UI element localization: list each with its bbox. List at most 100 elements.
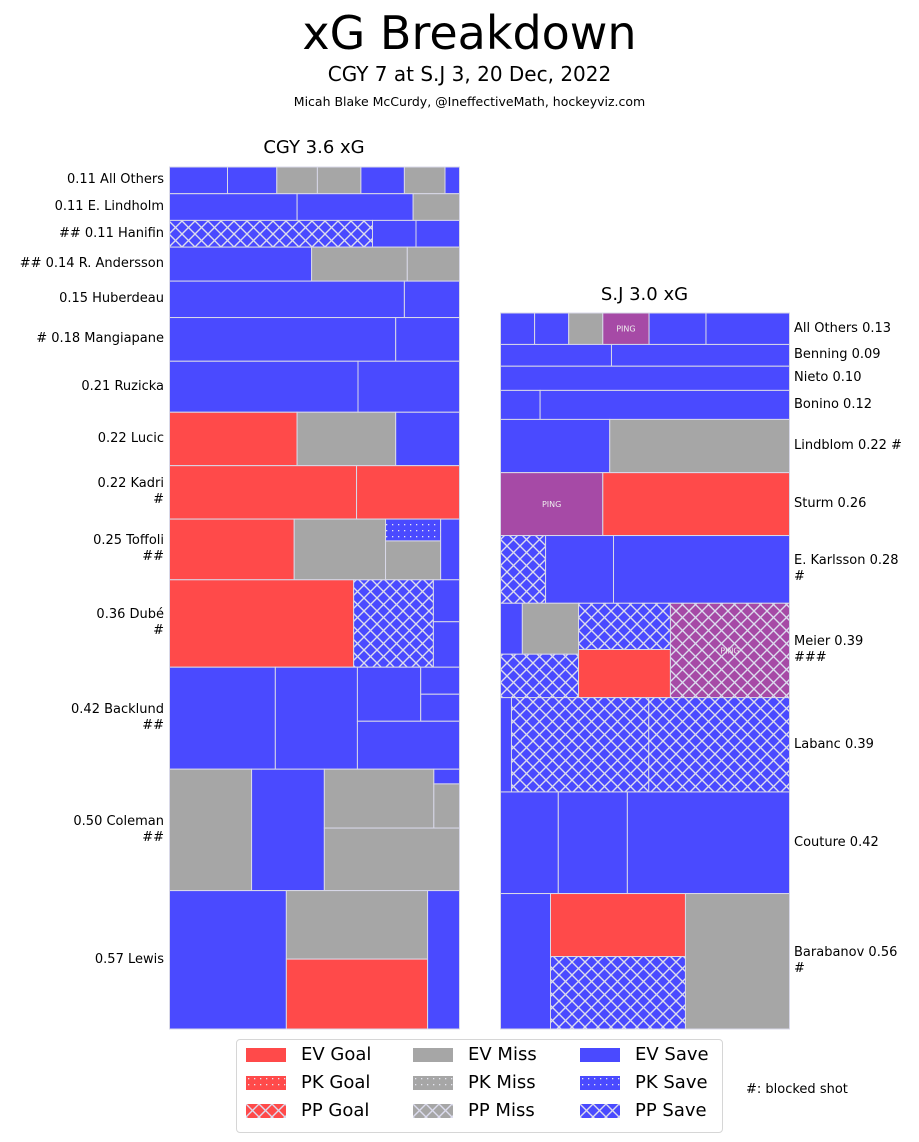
shot-tile-save-cross-labanc xyxy=(648,697,791,793)
legend-label: PP Miss xyxy=(468,1100,535,1121)
player-row-lewis xyxy=(169,890,461,1030)
legend-label: PK Goal xyxy=(301,1072,371,1093)
player-label-barabanov: Barabanov 0.56 # xyxy=(794,945,919,977)
player-label-line: 0.11 All Others xyxy=(66,172,164,188)
player-label-line: Barabanov 0.56 xyxy=(794,945,898,961)
shot-tile-save-solid-backlund xyxy=(420,693,460,722)
player-label-line: Nieto 0.10 xyxy=(794,370,862,386)
player-label-line: Meier 0.39 xyxy=(794,634,864,650)
player-label-labanc: Labanc 0.39 xyxy=(794,737,919,753)
shot-tile-goal-solid-sturm xyxy=(602,472,791,537)
player-label-lucic: 0.22 Lucic xyxy=(4,431,164,447)
shot-tile-save-solid-all-others xyxy=(648,312,707,345)
player-row-coleman xyxy=(169,768,460,892)
player-label-hanifin: ## 0.11 Hanifin xyxy=(4,226,164,242)
player-label-line: ## xyxy=(142,829,164,845)
shot-tile-save-solid-backlund xyxy=(274,666,358,770)
player-label-line: 0.22 Kadri xyxy=(97,476,164,492)
shot-tile-save-cross-hanifin xyxy=(169,219,373,248)
shot-tile-save-solid-couture xyxy=(557,791,628,895)
player-label-lindblom: Lindblom 0.22 # xyxy=(794,438,919,454)
shot-tile-save-solid-all-others xyxy=(444,166,460,195)
player-label-sturm: Sturm 0.26 xyxy=(794,496,919,512)
player-row-toffoli xyxy=(169,518,460,581)
shot-tile-save-solid-coleman xyxy=(433,768,460,785)
cgy-panel-title: CGY 3.6 xG xyxy=(263,137,365,158)
legend-label: PK Save xyxy=(635,1072,708,1093)
shot-tile-save-solid-hanifin xyxy=(415,219,460,248)
player-row-hanifin xyxy=(169,219,460,248)
legend-label: PK Miss xyxy=(468,1072,536,1093)
player-label-dub-: 0.36 Dubé # xyxy=(4,607,164,639)
shot-tile-miss-solid-coleman xyxy=(323,827,460,892)
shot-tile-goal-solid-barabanov xyxy=(549,893,686,958)
shot-tile-save-cross-meier xyxy=(500,653,580,699)
legend-swatch xyxy=(246,1075,286,1090)
player-label-line: 0.25 Toffoli xyxy=(93,533,164,549)
player-row-huberdeau xyxy=(169,280,460,319)
player-row-all-others xyxy=(169,166,460,195)
shot-tile-miss-solid-meier xyxy=(521,602,580,655)
player-row-backlund xyxy=(169,666,461,770)
shot-tile-save-solid-backlund xyxy=(356,666,422,722)
shot-tile-save-solid-e-lindholm xyxy=(169,193,298,221)
shot-tile-miss-solid-r-andersson xyxy=(311,246,408,282)
player-row-bonino xyxy=(500,389,791,420)
shot-tile-miss-solid-all-others xyxy=(316,166,362,195)
shot-tile-save-solid-lewis xyxy=(427,890,461,1030)
shot-tile-save-solid-all-others xyxy=(360,166,405,195)
shot-tile-miss-solid-r-andersson xyxy=(406,246,460,282)
player-row-couture xyxy=(500,791,790,895)
legend-swatch xyxy=(413,1047,453,1062)
player-label-benning: Benning 0.09 xyxy=(794,347,919,363)
sj-panel-title: S.J 3.0 xG xyxy=(600,284,689,305)
shot-tile-save-solid-meier xyxy=(500,602,523,655)
shot-tile-save-solid-mangiapane xyxy=(169,317,397,362)
legend-item-ev-miss: EV Miss xyxy=(413,1044,537,1065)
shot-tile-save-solid-e-lindholm xyxy=(296,193,414,221)
shot-tile-save-solid-ruzicka xyxy=(169,360,359,413)
shot-tile-save-solid-backlund xyxy=(169,666,276,770)
player-label-line: 0.50 Coleman xyxy=(73,813,164,829)
shot-tile-save-solid-dub- xyxy=(432,621,460,668)
shot-tile-miss-solid-all-others xyxy=(568,312,604,345)
shot-tile-save-solid-benning xyxy=(500,343,612,367)
player-label-line: Labanc 0.39 xyxy=(794,736,874,752)
legend-item-pk-miss: PK Miss xyxy=(413,1072,536,1093)
sj-treemap: PING PING PING xyxy=(500,312,791,1030)
player-label-bonino: Bonino 0.12 xyxy=(794,397,919,413)
player-row-all-others: PING xyxy=(500,312,791,345)
legend-item-pk-goal: PK Goal xyxy=(246,1072,370,1093)
shot-tile-save-solid-e-karlsson xyxy=(545,535,614,604)
player-label-huberdeau: 0.15 Huberdeau xyxy=(4,291,164,307)
player-label-backlund: 0.42 Backlund ## xyxy=(4,702,164,734)
ping-label: PING xyxy=(542,500,561,509)
shot-tile-miss-solid-lindblom xyxy=(609,418,790,474)
shot-tile-miss-solid-lucic xyxy=(296,411,397,467)
player-label-line: Sturm 0.26 xyxy=(794,496,867,512)
legend-item-ev-save: EV Save xyxy=(580,1044,709,1065)
legend-item-ev-goal: EV Goal xyxy=(246,1044,371,1065)
shot-tile-miss-solid-coleman xyxy=(433,783,460,829)
player-label-line: ## 0.11 Hanifin xyxy=(58,225,164,241)
player-label-all-others: 0.11 All Others xyxy=(4,172,164,188)
player-row-benning xyxy=(500,343,791,367)
shot-tile-save-solid-coleman xyxy=(251,768,325,892)
shot-tile-save-solid-all-others xyxy=(169,166,228,195)
player-row-r-andersson xyxy=(169,246,460,282)
shot-tile-save-solid-labanc xyxy=(500,697,512,793)
player-row-labanc xyxy=(500,697,791,793)
shot-tile-save-solid-all-others xyxy=(227,166,278,195)
player-label-line: ## 0.14 R. Andersson xyxy=(19,256,164,272)
player-row-lindblom xyxy=(500,418,790,474)
player-label-line: ## xyxy=(142,549,164,565)
shot-tile-miss-solid-toffoli xyxy=(385,540,442,581)
player-label-line: 0.21 Ruzicka xyxy=(81,378,164,394)
shot-tile-save-solid-e-karlsson xyxy=(612,535,791,604)
player-label-line: # 0.18 Mangiapane xyxy=(36,331,164,347)
player-row-ruzicka xyxy=(169,360,460,413)
shot-tile-miss-solid-all-others xyxy=(276,166,318,195)
shot-tile-save-solid-lewis xyxy=(169,890,287,1030)
player-label-mangiapane: # 0.18 Mangiapane xyxy=(4,331,164,347)
